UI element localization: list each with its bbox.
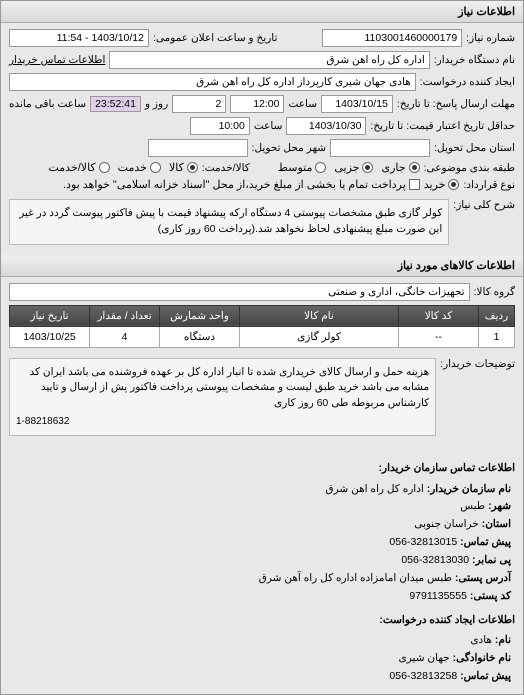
req-family-label: نام خانوادگی: xyxy=(453,652,511,664)
td-1: -- xyxy=(399,326,479,347)
th-4: تعداد / مقدار xyxy=(90,305,160,326)
req-phone-value: 32813258-056 xyxy=(389,670,457,682)
goods-service-label: کالا/خدمت: xyxy=(202,162,250,174)
radio-icon xyxy=(448,179,459,190)
footer-info: اطلاعات تماس سازمان خریدار: نام سازمان خ… xyxy=(1,446,523,694)
th-2: نام کالا xyxy=(240,305,399,326)
phone-label: پیش تماس: xyxy=(460,536,511,548)
td-5: 1403/10/25 xyxy=(10,326,90,347)
delivery-city-field xyxy=(148,139,248,157)
buyer-org-header: اطلاعات تماس سازمان خریدار: xyxy=(9,460,515,478)
delivery-city-label: شهر محل تحویل: xyxy=(252,142,327,154)
fax-value: 32813030-056 xyxy=(401,554,469,566)
contract-radio-0[interactable]: خرید xyxy=(424,178,460,191)
phone-value: 32813015-056 xyxy=(389,536,457,548)
validity-time-label: ساعت xyxy=(254,120,283,132)
validity-date-field: 1403/10/30 xyxy=(286,117,366,135)
address-label: آدرس پستی: xyxy=(455,572,511,584)
remaining-label: ساعت باقی مانده xyxy=(9,98,86,110)
td-3: دستگاه xyxy=(160,326,240,347)
requester-header: اطلاعات ایجاد کننده درخواست: xyxy=(9,612,515,630)
validity-label: حداقل تاریخ اعتبار قیمت: تا تاریخ: xyxy=(370,120,515,132)
budget-radio-2[interactable]: متوسط xyxy=(278,161,327,174)
goods-table: ردیف کد کالا نام کالا واحد شمارش تعداد /… xyxy=(9,305,515,348)
budget-radio-0[interactable]: جاری xyxy=(381,161,419,174)
th-0: ردیف xyxy=(479,305,515,326)
summary-box: کولر گازی طبق مشخصات پیوستی 4 دستگاه ارک… xyxy=(9,199,449,245)
table-header-row: ردیف کد کالا نام کالا واحد شمارش تعداد /… xyxy=(10,305,515,326)
group-label: گروه کالا: xyxy=(474,286,515,298)
delivery-province-field xyxy=(330,139,430,157)
td-0: 1 xyxy=(479,326,515,347)
fax-label: پی نمابر: xyxy=(472,554,511,566)
goods-info-body: گروه کالا: تجهیزات خانگی، اداری و صنعتی … xyxy=(1,277,523,446)
province-value: خراسان جنوبی xyxy=(414,518,479,530)
postal-value: 9791135555 xyxy=(409,590,467,602)
th-5: تاریخ نیاز xyxy=(10,305,90,326)
goods-radio-1[interactable]: خدمت xyxy=(118,161,161,174)
budget-radio-group: جاری جزیی متوسط xyxy=(278,161,420,174)
buyer-contact-link[interactable]: اطلاعات تماس خریدار xyxy=(9,54,105,66)
announce-label: تاریخ و ساعت اعلان عمومی: xyxy=(153,32,277,44)
radio-icon xyxy=(150,162,161,173)
group-field: تجهیزات خانگی، اداری و صنعتی xyxy=(9,283,470,301)
radio-icon xyxy=(409,162,420,173)
remaining-day-field: 2 xyxy=(172,95,226,113)
counter-text: 1-88218632 xyxy=(16,414,429,429)
deadline-time-field: 12:00 xyxy=(230,95,284,113)
validity-time-field: 10:00 xyxy=(190,117,250,135)
budget-radio-1[interactable]: جزیی xyxy=(334,161,373,174)
radio-icon xyxy=(187,162,198,173)
radio-icon xyxy=(99,162,110,173)
notes-label: توضیحات خریدار: xyxy=(440,354,515,370)
creator-field: هادی جهان شیری کارپرداز اداره کل راه اهن… xyxy=(9,73,416,91)
summary-label: شرح کلی نیاز: xyxy=(453,195,515,211)
buyer-org-name-label: نام سازمان خریدار: xyxy=(427,483,511,495)
postal-label: کد پستی: xyxy=(470,590,511,602)
radio-icon xyxy=(362,162,373,173)
td-2: کولر گازی xyxy=(240,326,399,347)
req-name-label: نام: xyxy=(495,634,511,646)
city-value: طبس xyxy=(460,500,485,512)
th-3: واحد شمارش xyxy=(160,305,240,326)
buyer-name-field: اداره کل راه اهن شرق xyxy=(109,51,429,69)
goods-radio-2[interactable]: کالا/خدمت xyxy=(48,161,109,174)
need-info-title: اطلاعات نیاز xyxy=(458,6,515,18)
req-family-value: جهان شیری xyxy=(399,652,450,664)
form-container: اطلاعات نیاز شماره نیاز: 110300146000017… xyxy=(0,0,524,695)
req-name-value: هادی xyxy=(470,634,492,646)
notes-box: هزینه حمل و ارسال کالای خریداری شده تا ا… xyxy=(9,358,436,436)
province-label: استان: xyxy=(482,518,511,530)
announce-field: 1403/10/12 - 11:54 xyxy=(9,29,149,47)
radio-icon xyxy=(315,162,326,173)
contract-label: نوع قرارداد: xyxy=(463,179,515,191)
address-value: طبس میدان امامزاده اداره کل راه آهن شرق xyxy=(259,572,452,584)
buyer-name-label: نام دستگاه خریدار: xyxy=(434,54,515,66)
budget-class-label: طبقه بندی موضوعی: xyxy=(424,162,515,174)
goods-radio-group: کالا خدمت کالا/خدمت xyxy=(48,161,197,174)
checkbox-icon xyxy=(409,179,420,190)
deadline-time-label: ساعت xyxy=(288,98,317,110)
need-info-body: شماره نیاز: 1103001460000179 تاریخ و ساع… xyxy=(1,23,523,255)
need-info-header: اطلاعات نیاز xyxy=(1,1,523,23)
req-phone-label: پیش تماس: xyxy=(460,670,511,682)
remaining-time-field: 23:52:41 xyxy=(90,96,141,112)
goods-info-header: اطلاعات کالاهای مورد نیاز xyxy=(1,255,523,277)
th-1: کد کالا xyxy=(399,305,479,326)
goods-info-title: اطلاعات کالاهای مورد نیاز xyxy=(398,260,515,272)
table-row: 1 -- کولر گازی دستگاه 4 1403/10/25 xyxy=(10,326,515,347)
goods-radio-0[interactable]: کالا xyxy=(169,161,198,174)
delivery-province-label: استان محل تحویل: xyxy=(434,142,515,154)
notes-text: هزینه حمل و ارسال کالای خریداری شده تا ا… xyxy=(16,365,429,412)
deadline-date-field: 1403/10/15 xyxy=(321,95,393,113)
contract-check-1[interactable]: پرداخت تمام یا بخشی از مبلغ خرید،از محل … xyxy=(63,178,420,191)
td-4: 4 xyxy=(90,326,160,347)
buyer-org-name: اداره کل راه اهن شرق xyxy=(325,483,423,495)
remaining-day-label: روز و xyxy=(145,98,168,110)
creator-label: ایجاد کننده درخواست: xyxy=(420,76,515,88)
deadline-label: مهلت ارسال پاسخ: تا تاریخ: xyxy=(397,98,515,110)
city-label: شهر: xyxy=(488,500,511,512)
request-number-field: 1103001460000179 xyxy=(322,29,462,47)
request-number-label: شماره نیاز: xyxy=(466,32,515,44)
